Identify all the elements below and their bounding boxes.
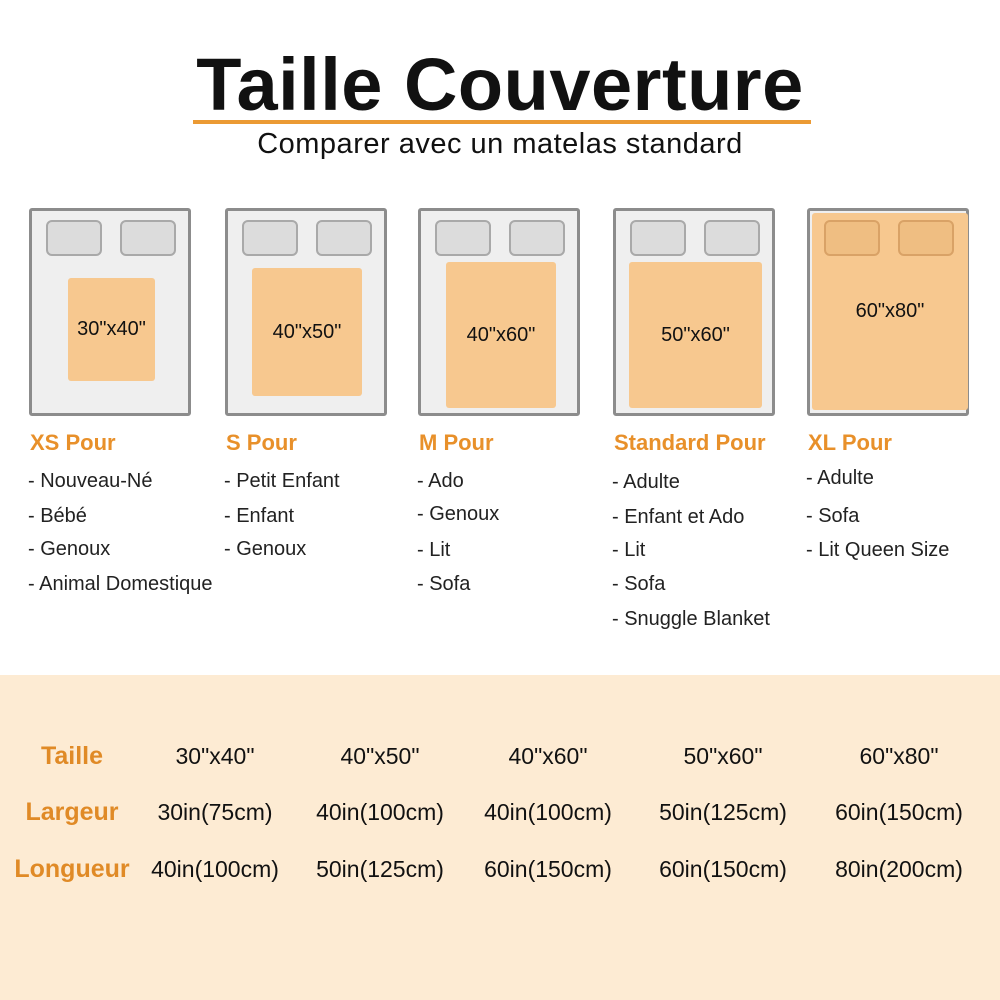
table-cell: 40"x60" bbox=[508, 743, 588, 769]
use-item: - Petit Enfant bbox=[224, 470, 340, 492]
page-subtitle: Comparer avec un matelas standard bbox=[257, 128, 743, 160]
title-underline bbox=[193, 120, 811, 124]
use-item: - Enfant bbox=[224, 505, 295, 527]
table-cell: 50"x60" bbox=[683, 743, 763, 769]
use-item: - Nouveau-Né bbox=[28, 470, 153, 492]
table-cell: 40"x50" bbox=[340, 743, 420, 769]
use-item: - Genoux bbox=[417, 503, 500, 525]
pillow-icon bbox=[242, 220, 298, 256]
use-item: - Ado bbox=[417, 470, 464, 492]
table-cell: 40in(100cm) bbox=[316, 799, 444, 825]
table-cell: 50in(125cm) bbox=[659, 799, 787, 825]
use-item: - Enfant et Ado bbox=[612, 506, 745, 528]
use-item: - Animal Domestique bbox=[28, 573, 213, 595]
mattress-diagram: 40"x60" bbox=[418, 208, 580, 416]
use-item: - Adulte bbox=[806, 467, 874, 489]
mattress-diagram: 60"x80" bbox=[807, 208, 969, 416]
mattress-diagram: 40"x50" bbox=[225, 208, 387, 416]
blanket-size: 50"x60" bbox=[629, 262, 762, 408]
size-category: Standard Pour bbox=[614, 430, 766, 455]
page-title: Taille Couverture bbox=[196, 43, 804, 126]
size-category: XS Pour bbox=[30, 430, 116, 455]
blanket-size: 40"x60" bbox=[446, 262, 556, 408]
blanket-size: 30"x40" bbox=[68, 278, 155, 381]
pillow-icon bbox=[630, 220, 686, 256]
use-item: - Sofa bbox=[417, 573, 471, 595]
row-label: Taille bbox=[40, 742, 104, 770]
table-cell: 30"x40" bbox=[175, 743, 255, 769]
table-cell: 80in(200cm) bbox=[835, 856, 963, 882]
pillow-icon bbox=[509, 220, 565, 256]
pillow-icon bbox=[316, 220, 372, 256]
blanket-size: 40"x50" bbox=[252, 268, 362, 396]
pillow-icon bbox=[120, 220, 176, 256]
size-category: XL Pour bbox=[808, 430, 892, 455]
row-label: Longueur bbox=[14, 855, 130, 883]
table-cell: 50in(125cm) bbox=[316, 856, 444, 882]
size-category: S Pour bbox=[226, 430, 297, 455]
size-table: Taille 30"x40" 40"x50" 40"x60" 50"x60" 60"x80… bbox=[0, 675, 1000, 1000]
table-cell: 60"x80" bbox=[859, 743, 939, 769]
use-item: - Lit Queen Size bbox=[806, 539, 950, 561]
row-label: Largeur bbox=[25, 798, 119, 826]
table-cell: 40in(100cm) bbox=[484, 799, 612, 825]
pillow-icon bbox=[435, 220, 491, 256]
table-cell: 60in(150cm) bbox=[484, 856, 612, 882]
use-item: - Lit bbox=[417, 539, 451, 561]
use-item: - Snuggle Blanket bbox=[612, 608, 770, 630]
size-category: M Pour bbox=[419, 430, 494, 455]
table-cell: 40in(100cm) bbox=[151, 856, 279, 882]
table-cell: 30in(75cm) bbox=[157, 799, 273, 825]
pillow-icon bbox=[824, 220, 880, 256]
use-item: - Bébé bbox=[28, 505, 87, 527]
table-cell: 60in(150cm) bbox=[659, 856, 787, 882]
mattress-diagram: 50"x60" bbox=[613, 208, 775, 416]
pillow-icon bbox=[46, 220, 102, 256]
use-item: - Genoux bbox=[28, 538, 111, 560]
table-cell: 60in(150cm) bbox=[835, 799, 963, 825]
mattress-diagram: 30"x40" bbox=[29, 208, 191, 416]
pillow-icon bbox=[704, 220, 760, 256]
use-item: - Adulte bbox=[612, 471, 680, 493]
use-item: - Sofa bbox=[612, 573, 666, 595]
use-item: - Sofa bbox=[806, 505, 860, 527]
use-item: - Lit bbox=[612, 539, 646, 561]
use-item: - Genoux bbox=[224, 538, 307, 560]
pillow-icon bbox=[898, 220, 954, 256]
